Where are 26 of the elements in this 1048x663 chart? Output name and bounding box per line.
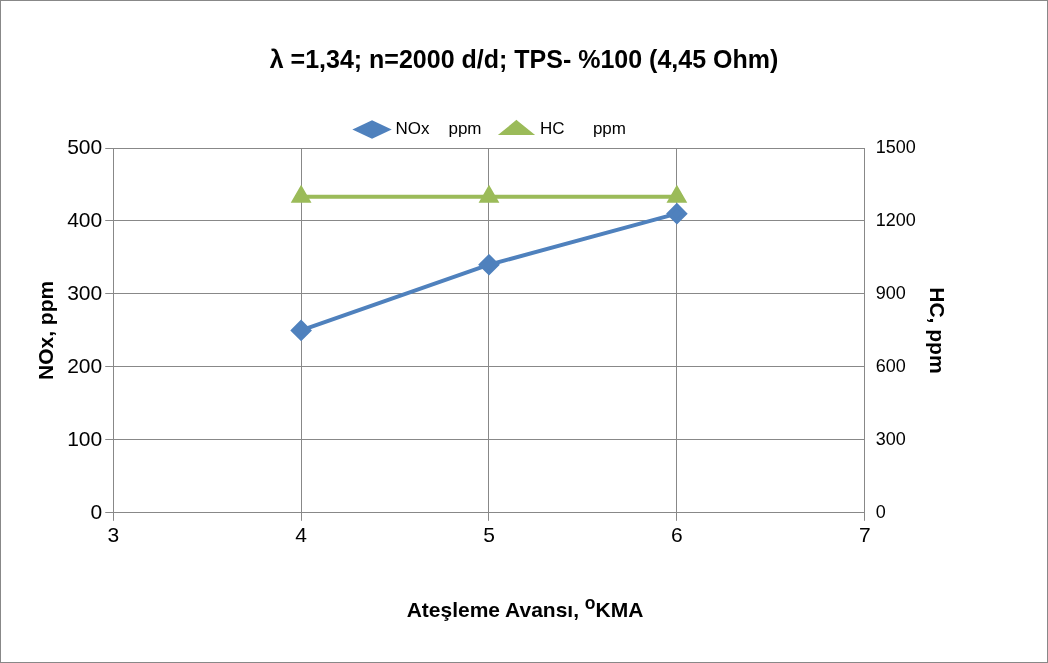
y2-tick-label: 300 bbox=[875, 428, 906, 449]
x-tick-label: 7 bbox=[858, 523, 871, 547]
y2-tick-label: 600 bbox=[875, 355, 906, 376]
x-axis-title: Ateşleme Avansı, $^{o}$KMA bbox=[405, 593, 645, 622]
x-tick-label: 6 bbox=[671, 523, 683, 547]
y-tick-label: 100 bbox=[67, 426, 103, 450]
y2-tick-label: 1200 bbox=[875, 209, 916, 230]
y-axis-title: NOx, ppm bbox=[34, 280, 58, 380]
legend-label: HC ppm bbox=[540, 119, 626, 139]
y-tick-label: 0 bbox=[90, 499, 103, 523]
x-tick-label: 3 bbox=[107, 523, 120, 547]
y2-tick-label: 0 bbox=[875, 501, 886, 522]
x-tick-label: 5 bbox=[483, 523, 495, 547]
x-tick-label: 4 bbox=[295, 523, 308, 547]
y-tick-label: 500 bbox=[67, 134, 103, 158]
point bbox=[479, 254, 499, 275]
y-tick-label: 400 bbox=[67, 207, 103, 231]
chart-title: λ =1,34; n=2000 d/d; TPS- %100 (4,45 Ohm) bbox=[268, 45, 780, 74]
point bbox=[666, 203, 687, 224]
y2-tick-label: 900 bbox=[875, 282, 906, 303]
y-tick-label: 300 bbox=[67, 280, 103, 304]
y-tick-label: 200 bbox=[67, 353, 103, 377]
y2-tick-label: 1500 bbox=[875, 136, 916, 157]
point bbox=[291, 320, 312, 341]
y2-axis-title: HC, ppm bbox=[925, 287, 949, 374]
legend-label: NOx ppm bbox=[395, 119, 482, 139]
